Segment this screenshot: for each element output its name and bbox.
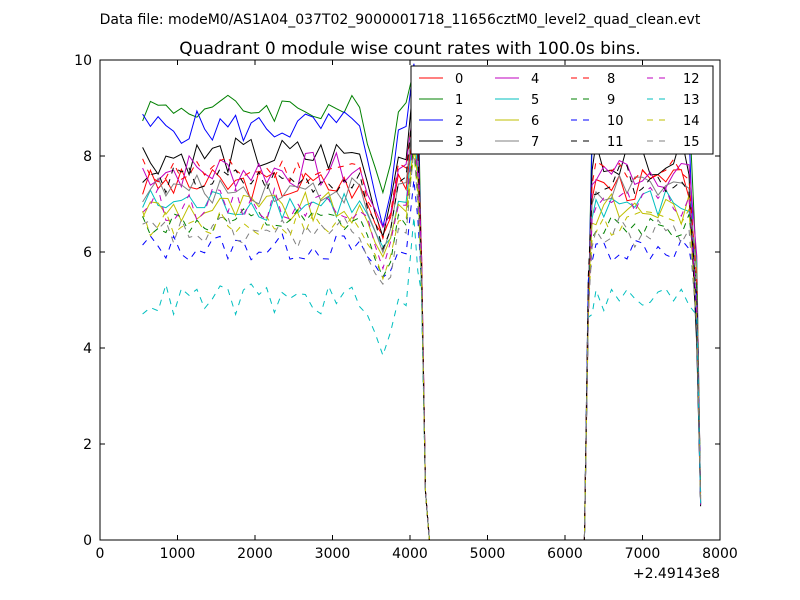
y-tick-label: 2 [83,437,92,453]
legend-label-10: 10 [607,114,624,129]
legend-label-14: 14 [683,114,700,129]
legend-label-12: 12 [683,72,700,87]
series-line-12 [142,135,702,540]
legend-label-1: 1 [455,93,463,108]
legend-label-2: 2 [455,114,463,129]
series-line-8 [142,104,702,540]
x-tick-label: 5000 [470,546,506,562]
y-tick-label: 6 [83,245,92,261]
axes: 0 1000 2000 3000 4000 5000 6000 7000 80000246810… [74,53,738,582]
legend-label-8: 8 [607,72,615,87]
legend-label-4: 4 [531,72,539,87]
legend-label-13: 13 [683,93,700,108]
legend-label-5: 5 [531,93,539,108]
series-line-9 [142,141,702,540]
series-line-10 [142,179,702,540]
y-tick-label: 4 [83,341,92,357]
x-tick-label: 1000 [160,546,196,562]
series-line-13 [142,216,702,540]
legend-label-3: 3 [455,135,463,150]
legend-label-7: 7 [531,135,539,150]
legend-label-9: 9 [607,93,615,108]
legend-label-6: 6 [531,114,539,129]
x-tick-label: 4000 [392,546,428,562]
y-tick-label: 10 [74,53,92,69]
figure-suptitle: Data file: modeM0/AS1A04_037T02_90000017… [100,12,701,28]
series-lines [142,63,702,540]
series-line-15 [142,148,702,540]
chart-title: Quadrant 0 module wise count rates with … [179,39,640,59]
x-tick-label: 2000 [237,546,273,562]
series-line-11 [142,97,702,540]
plot-area [142,63,702,540]
legend-label-15: 15 [683,135,700,150]
y-tick-label: 0 [83,533,92,549]
x-tick-label: 6000 [547,546,583,562]
legend-box [410,65,714,155]
series-line-7 [142,109,702,540]
series-line-6 [142,143,702,540]
series-line-14 [142,154,702,540]
x-tick-label: 0 [96,546,105,562]
legend-label-11: 11 [607,135,624,150]
x-offset-label: +2.49143e8 [633,566,720,582]
series-line-0 [142,122,702,540]
y-tick-label: 8 [83,149,92,165]
series-line-4 [142,105,702,540]
legend-label-0: 0 [455,72,463,87]
x-tick-label: 8000 [702,546,738,562]
x-tick-label: 7000 [625,546,661,562]
x-tick-label: 3000 [315,546,351,562]
